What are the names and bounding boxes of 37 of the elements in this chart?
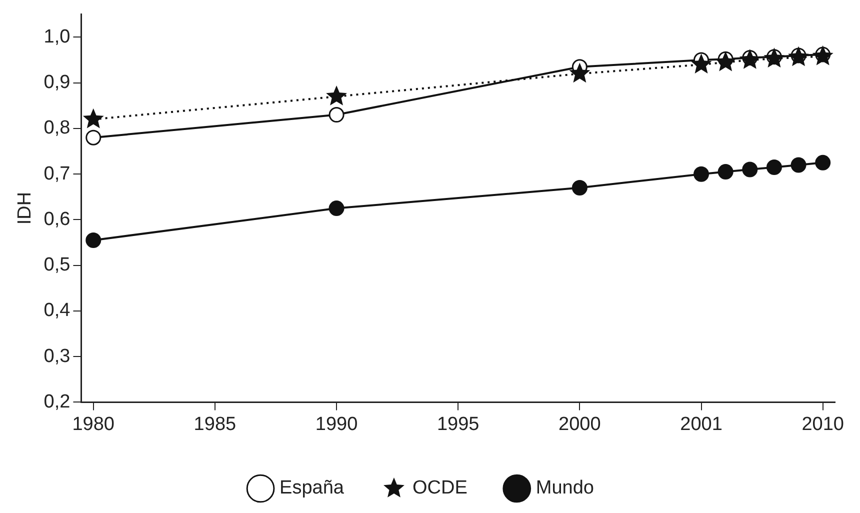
point xyxy=(569,62,590,83)
point xyxy=(328,200,344,216)
point xyxy=(715,51,736,72)
point xyxy=(790,157,806,173)
y-tick-label: 0,4 xyxy=(44,300,71,322)
x-tick-label: 2001 xyxy=(680,414,722,435)
x-tick-label: 1980 xyxy=(72,414,115,435)
y-tick-label: 0,9 xyxy=(44,72,70,94)
y-tick-label: 0,8 xyxy=(44,118,70,139)
point xyxy=(742,162,758,178)
point xyxy=(86,232,102,248)
legend-label: España xyxy=(280,478,344,499)
point xyxy=(694,166,710,182)
point xyxy=(766,159,782,175)
x-tick-label: 1985 xyxy=(194,414,236,435)
point xyxy=(328,107,344,123)
point xyxy=(326,86,347,106)
point xyxy=(82,108,104,128)
point xyxy=(690,54,712,74)
x-tick-label: 2010 xyxy=(802,414,844,435)
point xyxy=(739,49,760,69)
y-tick-label: 0,7 xyxy=(44,163,70,184)
legend-label: OCDE xyxy=(412,478,468,499)
point xyxy=(572,180,588,196)
point xyxy=(718,164,734,180)
y-tick-label: 1,0 xyxy=(44,26,70,48)
y-tick-label: 0,3 xyxy=(44,346,70,367)
point xyxy=(815,154,831,170)
y-axis-title: IDH xyxy=(14,192,36,225)
y-tick-label: 0,6 xyxy=(44,208,70,230)
legend-label: Mundo xyxy=(536,478,594,499)
y-tick-label: 0,2 xyxy=(44,391,70,412)
x-tick-label: 1995 xyxy=(436,414,480,435)
y-tick-label: 0,5 xyxy=(44,254,70,276)
x-tick-label: 2000 xyxy=(558,414,601,435)
point xyxy=(86,130,102,146)
x-tick-label: 1990 xyxy=(315,414,358,435)
